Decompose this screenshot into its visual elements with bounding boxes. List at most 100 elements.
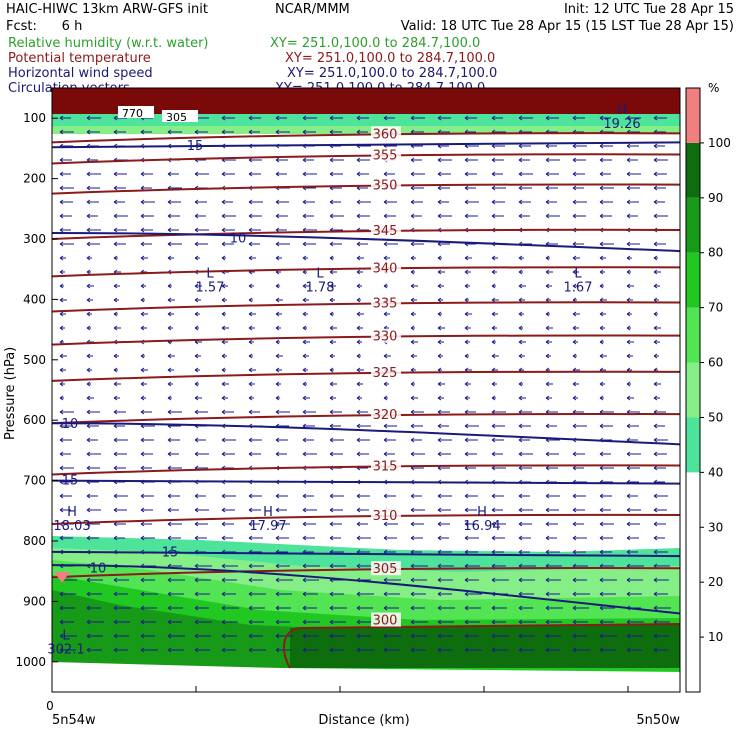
- vector-arrow-head: [545, 213, 550, 219]
- vector-arrow-head: [167, 619, 172, 625]
- vector-arrow-head: [464, 199, 469, 205]
- vector-arrow-head: [86, 577, 91, 583]
- vector-arrow-head: [464, 451, 469, 457]
- vector-arrow-head: [599, 185, 604, 191]
- vector-arrow-head: [356, 395, 361, 401]
- vector-arrow-head: [491, 549, 496, 555]
- vector-arrow-head: [275, 199, 280, 205]
- vector-arrow-head: [410, 269, 415, 275]
- top-label-1: 770: [122, 107, 143, 120]
- vector-arrow-head: [221, 577, 226, 583]
- vector-arrow-head: [437, 395, 442, 401]
- vector-arrow-head: [59, 353, 64, 359]
- vector-arrow-head: [59, 507, 64, 513]
- vector-arrow-head: [113, 353, 118, 359]
- vector-arrow-head: [275, 381, 280, 387]
- vector-arrow-head: [572, 157, 577, 163]
- vector-arrow-head: [410, 255, 415, 261]
- vector-arrow-head: [194, 213, 199, 219]
- vector-arrow-head: [167, 591, 172, 597]
- y-axis: 100 200 300 400 500 600 700 800 900 1000: [15, 111, 629, 692]
- vector-arrow-head: [59, 395, 64, 401]
- vector-arrow-head: [329, 129, 334, 135]
- vector-arrow-head: [329, 619, 334, 625]
- vector-arrow-head: [599, 157, 604, 163]
- vector-arrow-head: [113, 297, 118, 303]
- theta-contour-label: 300: [373, 614, 398, 629]
- vector-arrow-head: [140, 199, 145, 205]
- vector-arrow-head: [329, 605, 334, 611]
- vector-arrow-head: [86, 619, 91, 625]
- colorbar-label: 60: [708, 356, 723, 370]
- vector-arrow-head: [329, 633, 334, 639]
- vector-arrow-head: [383, 647, 388, 653]
- vector-arrow-head: [599, 605, 604, 611]
- vector-arrow-head: [275, 129, 280, 135]
- vector-arrow-head: [167, 353, 172, 359]
- vector-arrow-head: [221, 199, 226, 205]
- vector-arrow-head: [329, 269, 334, 275]
- vector-arrow-head: [383, 423, 388, 429]
- vector-arrow-head: [437, 647, 442, 653]
- vector-arrow-head: [572, 255, 577, 261]
- vector-arrow-head: [599, 549, 604, 555]
- vector-arrow-head: [302, 129, 307, 135]
- vector-arrow-head: [464, 171, 469, 177]
- vector-arrow-head: [275, 493, 280, 499]
- vector-arrow-head: [626, 325, 631, 331]
- wind-contour-line: [51, 422, 681, 446]
- vector-arrow-head: [140, 465, 145, 471]
- theta-contour-label: 340: [373, 261, 398, 276]
- vector-arrow-head: [518, 633, 523, 639]
- vector-arrow-head: [626, 353, 631, 359]
- vector-arrow-head: [410, 605, 415, 611]
- header-fcst: Fcst: 6 h: [6, 19, 82, 34]
- vector-arrow-head: [545, 451, 550, 457]
- vector-arrow-head: [302, 367, 307, 373]
- vector-arrow-head: [410, 563, 415, 569]
- vector-arrow-head: [383, 493, 388, 499]
- vector-arrow-head: [248, 129, 253, 135]
- vector-arrow-head: [140, 577, 145, 583]
- vector-arrow-head: [194, 255, 199, 261]
- vector-arrow-head: [248, 535, 253, 541]
- vector-arrow-head: [356, 199, 361, 205]
- vector-arrow-head: [86, 535, 91, 541]
- y-axis-label: Pressure (hPa): [3, 347, 18, 440]
- vector-arrow-head: [383, 437, 388, 443]
- extremum-value: 1.67: [564, 280, 593, 295]
- theta-contour-label: 305: [373, 562, 398, 577]
- vector-arrow-head: [356, 633, 361, 639]
- vector-arrow-head: [113, 255, 118, 261]
- vector-arrow-head: [329, 311, 334, 317]
- vector-arrow-head: [383, 171, 388, 177]
- vector-arrow-head: [464, 297, 469, 303]
- vector-arrow-head: [626, 185, 631, 191]
- vector-arrow-head: [167, 129, 172, 135]
- vector-arrow-head: [356, 535, 361, 541]
- vector-arrow-head: [464, 185, 469, 191]
- vector-arrow-head: [248, 297, 253, 303]
- vector-arrow-head: [302, 241, 307, 247]
- vector-arrow-head: [491, 493, 496, 499]
- vector-arrow-head: [275, 619, 280, 625]
- vector-arrow-head: [221, 437, 226, 443]
- vector-arrow-head: [653, 311, 658, 317]
- rh-layer-100: [290, 624, 680, 668]
- vector-arrow-head: [491, 325, 496, 331]
- vector-arrow-head: [302, 507, 307, 513]
- vector-arrow-head: [491, 199, 496, 205]
- extremum-value: 1.57: [196, 280, 225, 295]
- vector-arrow-head: [140, 311, 145, 317]
- theta-contour-label: 355: [373, 148, 398, 163]
- vector-arrow-head: [194, 577, 199, 583]
- vector-arrow-head: [194, 619, 199, 625]
- vector-arrow-head: [59, 451, 64, 457]
- vector-arrow-head: [653, 353, 658, 359]
- vector-arrow-head: [140, 395, 145, 401]
- vector-arrow-head: [140, 297, 145, 303]
- vector-arrow-head: [383, 255, 388, 261]
- vector-arrow-head: [329, 381, 334, 387]
- vector-arrow-head: [518, 535, 523, 541]
- vector-arrow-head: [59, 129, 64, 135]
